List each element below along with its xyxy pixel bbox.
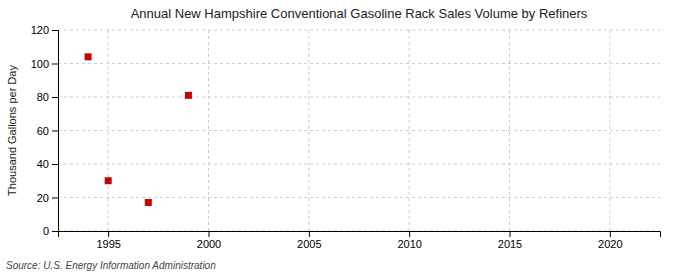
- x-grid-line: [308, 30, 309, 231]
- x-tick-mark: [610, 231, 611, 237]
- grid: [58, 30, 660, 231]
- x-tick: 2015: [498, 231, 522, 250]
- point: [185, 92, 192, 99]
- y-tick-mark: [52, 97, 58, 98]
- y-axis-line: [52, 31, 59, 232]
- y-tick-label: 60: [37, 125, 49, 137]
- y-tick-label: 0: [43, 225, 49, 237]
- y-tick: 120: [31, 24, 58, 36]
- x-tick-mark: [209, 231, 210, 237]
- x-tick: 2010: [397, 231, 421, 250]
- x-tick-mark: [309, 231, 310, 237]
- y-tick-label: 120: [31, 24, 49, 36]
- y-tick: 60: [37, 125, 58, 137]
- y-tick-mark: [52, 131, 58, 132]
- y-grid-line: [58, 130, 660, 131]
- y-tick-label: 40: [37, 158, 49, 170]
- x-axis: 1995 2000 2005 2010 2015 2020: [59, 231, 661, 250]
- x-tick-label: 2015: [498, 238, 522, 250]
- y-grid-line: [58, 97, 660, 98]
- x-tick-label: 1995: [96, 238, 120, 250]
- x-tick: 1995: [96, 231, 120, 250]
- chart: 1995 2000 2005 2010 2015 2020 0 20 40 60 80 100 120 A…: [0, 0, 675, 275]
- x-tick-mark: [510, 231, 511, 237]
- x-tick-label: 2005: [297, 238, 321, 250]
- y-tick-mark: [52, 30, 58, 31]
- y-tick-label: 20: [37, 192, 49, 204]
- y-tick-label: 100: [31, 58, 49, 70]
- x-tick: 2020: [598, 231, 622, 250]
- x-tick-label: 2010: [397, 238, 421, 250]
- y-tick-mark: [52, 164, 58, 165]
- x-axis-line: [59, 232, 661, 238]
- y-tick: 20: [37, 192, 58, 204]
- y-tick-label: 80: [37, 91, 49, 103]
- point: [145, 199, 152, 206]
- point: [105, 177, 112, 184]
- y-axis-title: Thousand Gallons per Day: [6, 65, 18, 196]
- points: [85, 53, 192, 206]
- x-tick-mark: [409, 231, 410, 237]
- x-tick-mark: [108, 231, 109, 237]
- y-tick: 0: [43, 225, 58, 237]
- x-tick-label: 2000: [197, 238, 221, 250]
- y-grid-line: [58, 164, 660, 165]
- y-tick-mark: [52, 231, 58, 232]
- y-axis: 0 20 40 60 80 100 120: [31, 24, 59, 237]
- y-tick-mark: [52, 64, 58, 65]
- title: Annual New Hampshire Conventional Gasoli…: [131, 6, 588, 21]
- y-grid-line: [58, 30, 660, 31]
- y-tick-mark: [52, 198, 58, 199]
- y-tick: 40: [37, 158, 58, 170]
- x-tick: 2000: [197, 231, 221, 250]
- source-note: Source: U.S. Energy Information Administ…: [6, 260, 216, 271]
- y-tick: 80: [37, 91, 58, 103]
- y-grid-line: [58, 197, 660, 198]
- y-grid-line: [58, 63, 660, 64]
- y-tick: 100: [31, 58, 58, 70]
- point: [85, 53, 92, 60]
- x-tick-label: 2020: [598, 238, 622, 250]
- x-tick: 2005: [297, 231, 321, 250]
